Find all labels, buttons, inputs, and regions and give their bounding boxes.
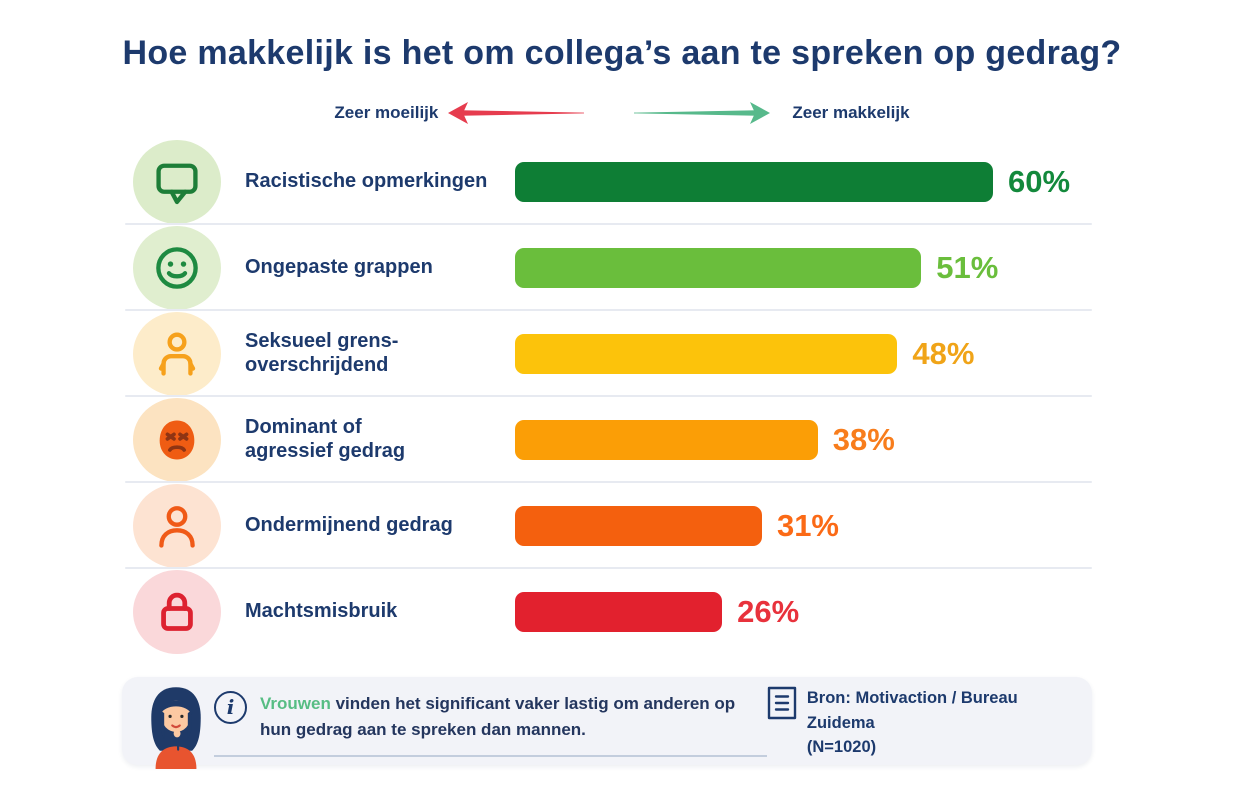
category-icon-circle [133,484,221,568]
bar-track: 38% [515,420,993,460]
bar-chart: Racistische opmerkingen 60% Ongepaste gr… [125,139,1092,655]
legend-left-label: Zeer moeilijk [334,103,439,122]
bar: 48% [515,334,974,374]
bar-value-label: 51% [936,250,999,285]
bar-track: 26% [515,592,993,632]
speech-bubble-icon [156,163,198,205]
source-text: Bron: Motivaction / Bureau Zuidema (N=10… [807,686,1074,760]
user-icon [159,506,195,548]
smiley-face-icon [156,247,198,289]
footnote-highlight: Vrouwen [260,693,331,713]
footnote-text: Vrouwen vinden het significant vaker las… [260,691,767,744]
source-line1: Bron: Motivaction / Bureau Zuidema [806,688,1018,732]
chart-row-seksueel-grensoverschrijdend: Seksueel grens- overschrijdend 48% [125,311,1092,397]
bar-value-label: 26% [737,594,800,629]
category-label: Ongepaste grappen [245,256,433,279]
bar-value-label: 48% [912,336,975,371]
document-icon [767,686,797,720]
chart-row-ongepaste-grappen: Ongepaste grappen 51% [125,225,1092,311]
category-icon-circle [133,226,221,310]
bar-value-label: 31% [776,508,839,543]
category-icon-circle [133,312,221,396]
bar: 31% [515,506,839,546]
woman-avatar [151,687,201,769]
category-label: Dominant of agressief gedrag [245,416,406,462]
category-label: Ondermijnend gedrag [245,514,453,537]
chart-row-machtsmisbruik: Machtsmisbruik 26% [125,569,1092,655]
bar: 26% [515,592,799,632]
person-body-icon [158,332,196,376]
category-icon-circle [133,398,221,482]
arrow-left-icon [448,102,585,124]
bar: 38% [515,420,895,460]
bar-value-label: 60% [1008,164,1071,199]
page-title: Hoe makkelijk is het om collega’s aan te… [122,34,1122,72]
chart-row-ondermijnend-gedrag: Ondermijnend gedrag 31% [125,483,1092,569]
category-label: Seksueel grens- overschrijdend [245,330,399,376]
bar-track: 48% [515,334,993,374]
category-icon-circle [133,140,221,224]
angry-face-icon [159,420,195,460]
bar-track: 31% [515,506,993,546]
arrow-right-icon [634,102,771,124]
footnote-card: i Vrouwen vinden het significant vaker l… [122,677,1092,769]
chart-row-dominant-agressief: Dominant of agressief gedrag 38% [125,397,1092,483]
category-label: Machtsmisbruik [245,600,398,623]
legend-right-label: Zeer makkelijk [792,103,910,122]
bar-track: 51% [515,248,998,288]
bar-track: 60% [515,162,1070,202]
lock-icon [161,592,193,631]
footnote-block: i Vrouwen vinden het significant vaker l… [214,685,767,758]
chart-row-racistische-opmerkingen: Racistische opmerkingen 60% [125,139,1092,225]
footnote-rest: vinden het significant vaker lastig om a… [260,693,736,739]
category-label: Racistische opmerkingen [245,170,488,193]
bar: 51% [515,248,998,288]
info-icon: i [214,690,247,724]
source-block: Bron: Motivaction / Bureau Zuidema (N=10… [767,682,1074,760]
scale-legend: Zeer moeilijk Zeer makkelijk [0,97,1244,129]
bar: 60% [515,162,1070,202]
category-icon-circle [133,570,221,654]
bar-value-label: 38% [832,422,895,457]
source-line2: (N=1020) [806,738,877,757]
